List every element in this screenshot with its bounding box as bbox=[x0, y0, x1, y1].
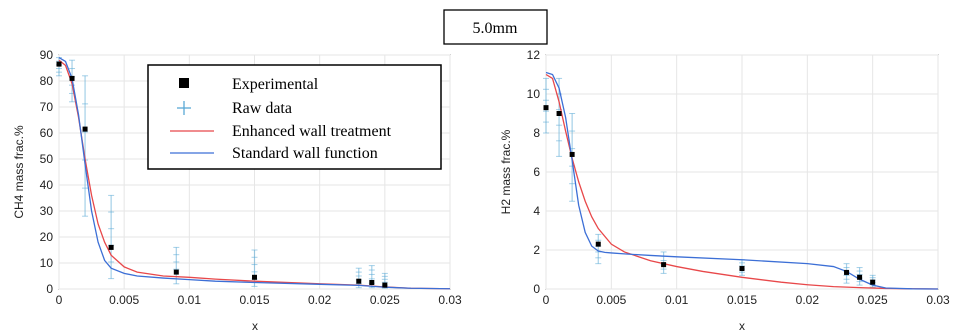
experimental-point bbox=[556, 111, 562, 116]
y-tick-label: 10 bbox=[40, 256, 54, 270]
ch4-x-axis-title: x bbox=[252, 319, 258, 333]
experimental-point bbox=[543, 105, 549, 111]
ch4-model-lines bbox=[58, 57, 451, 290]
y-tick-label: 30 bbox=[40, 204, 54, 218]
enhanced-wall-treatment-line bbox=[545, 73, 939, 290]
h2-grid bbox=[545, 54, 939, 290]
legend-item-standard-wall-function: Standard wall function bbox=[170, 145, 378, 162]
legend-label: Standard wall function bbox=[232, 145, 378, 162]
experimental-point bbox=[82, 126, 88, 132]
experimental-point bbox=[108, 244, 114, 250]
y-tick-label: 20 bbox=[40, 230, 54, 244]
legend-label: Experimental bbox=[232, 76, 319, 93]
legend-label: Raw data bbox=[232, 100, 292, 117]
experimental-point bbox=[739, 266, 745, 272]
x-tick-label: 0 bbox=[543, 293, 550, 307]
standard-wall-function-line bbox=[545, 71, 939, 290]
ch4-y-axis-title: CH4 mass frac.% bbox=[12, 125, 26, 219]
x-tick-label: 0.03 bbox=[926, 293, 950, 307]
header-label: 5.0mm bbox=[473, 20, 518, 37]
header-box bbox=[443, 9, 548, 45]
y-tick-label: 90 bbox=[40, 48, 54, 62]
x-tick-label: 0.03 bbox=[438, 293, 462, 307]
x-tick-label: 0.025 bbox=[858, 293, 888, 307]
legend-item-raw-data: Raw data bbox=[177, 100, 292, 117]
y-tick-label: 40 bbox=[40, 178, 54, 192]
y-tick-label: 12 bbox=[527, 48, 541, 62]
y-tick-label: 10 bbox=[527, 87, 541, 101]
h2-y-axis-title: H2 mass frac.% bbox=[499, 129, 513, 214]
x-tick-label: 0.025 bbox=[370, 293, 400, 307]
experimental-point bbox=[252, 274, 257, 280]
y-tick-label: 0 bbox=[533, 282, 540, 296]
legend-item-enhanced-wall-treatment: Enhanced wall treatment bbox=[170, 123, 392, 140]
y-tick-label: 8 bbox=[533, 126, 540, 140]
h2-x-ticks: 0 0.005 0.01 0.015 0.02 0.025 0.03 bbox=[543, 293, 950, 307]
y-tick-label: 6 bbox=[533, 165, 540, 179]
x-tick-label: 0.01 bbox=[665, 293, 689, 307]
h2-experimental-markers bbox=[543, 105, 876, 285]
y-tick-label: 0 bbox=[46, 282, 53, 296]
y-tick-label: 2 bbox=[533, 243, 540, 257]
y-tick-label: 4 bbox=[533, 204, 540, 218]
legend-item-experimental: Experimental bbox=[179, 76, 319, 93]
experimental-point bbox=[844, 269, 850, 275]
header-label-box: 5.0mm bbox=[443, 9, 548, 45]
experimental-point bbox=[382, 282, 388, 288]
legend-plus-marker bbox=[177, 101, 191, 115]
x-tick-label: 0.01 bbox=[178, 293, 202, 307]
x-tick-label: 0.02 bbox=[308, 293, 332, 307]
h2-y-ticks: 0 2 4 6 8 10 12 bbox=[527, 48, 541, 296]
h2-model-lines bbox=[545, 71, 939, 290]
x-tick-label: 0.005 bbox=[596, 293, 626, 307]
experimental-point bbox=[69, 75, 75, 81]
legend-square-marker bbox=[179, 78, 189, 88]
x-tick-label: 0.02 bbox=[796, 293, 820, 307]
experimental-point bbox=[56, 61, 62, 67]
legend: Experimental Raw data Enhanced wall trea… bbox=[147, 64, 442, 170]
experimental-point bbox=[173, 269, 179, 275]
experimental-point bbox=[356, 278, 362, 284]
h2-chart-panel: 0 0.005 0.01 0.015 0.02 0.025 0.03 0 2 4 6 8 10 12 x… bbox=[499, 48, 950, 333]
y-tick-label: 80 bbox=[40, 74, 54, 88]
ch4-y-ticks: 0 10 20 30 40 50 60 70 80 90 bbox=[40, 48, 54, 296]
x-tick-label: 0.015 bbox=[239, 293, 269, 307]
experimental-point bbox=[595, 241, 601, 247]
legend-label: Enhanced wall treatment bbox=[232, 123, 392, 140]
standard-wall-function-line bbox=[58, 57, 451, 290]
legend-box bbox=[147, 64, 442, 170]
ch4-x-ticks: 0 0.005 0.01 0.015 0.02 0.025 0.03 bbox=[56, 293, 462, 307]
experimental-point bbox=[569, 151, 575, 157]
experimental-point bbox=[369, 280, 375, 285]
experimental-point bbox=[661, 262, 667, 268]
ch4-experimental-markers bbox=[56, 61, 388, 288]
x-tick-label: 0.015 bbox=[727, 293, 757, 307]
y-tick-label: 70 bbox=[40, 100, 54, 114]
x-tick-label: 0.005 bbox=[109, 293, 139, 307]
experimental-point bbox=[870, 279, 876, 285]
y-tick-label: 60 bbox=[40, 126, 54, 140]
y-tick-label: 50 bbox=[40, 152, 54, 166]
experimental-point bbox=[857, 274, 863, 280]
h2-x-axis-title: x bbox=[739, 319, 745, 333]
x-tick-label: 0 bbox=[56, 293, 63, 307]
